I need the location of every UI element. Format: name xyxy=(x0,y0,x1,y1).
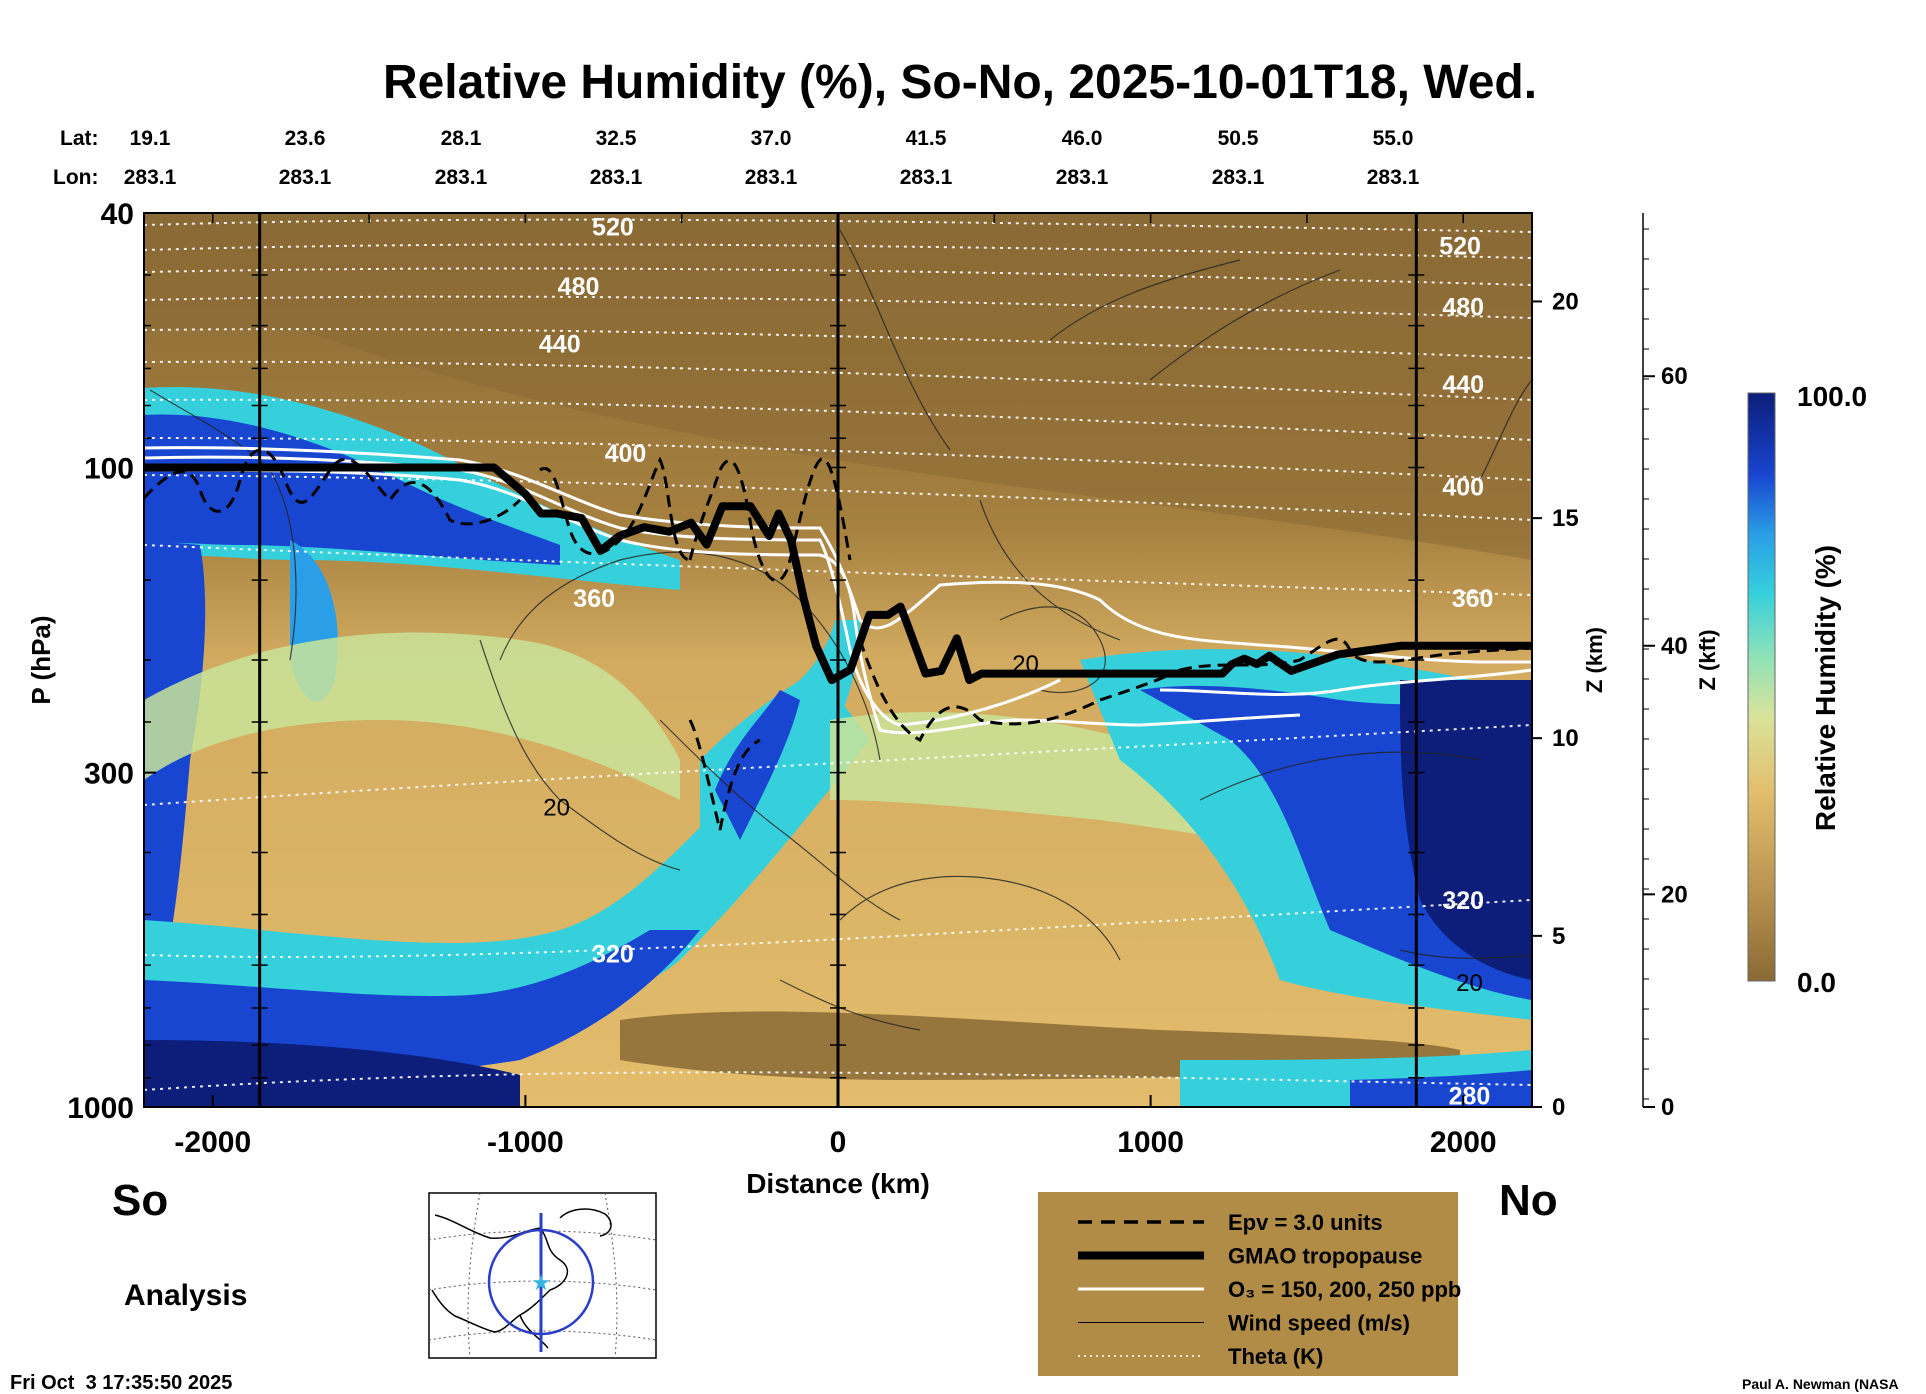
latitude-value: 28.1 xyxy=(441,127,482,150)
longitude-value: 283.1 xyxy=(1212,166,1265,189)
latitude-value: 32.5 xyxy=(596,127,637,150)
distance-tick-label: 1000 xyxy=(1117,1126,1184,1159)
z-kft-tick-label: 60 xyxy=(1661,363,1688,390)
z-kft-tick-label: 40 xyxy=(1661,633,1688,660)
distance-tick-label: 0 xyxy=(830,1126,847,1159)
z-kft-axis: 0 20 40 60 xyxy=(1642,213,1688,1121)
theta-label: 320 xyxy=(1442,887,1484,915)
latitude-labels: 19.1 23.6 28.1 32.5 37.0 41.5 46.0 50.5 55.0 xyxy=(130,127,1414,150)
wind-speed-label: 20 xyxy=(1456,970,1483,997)
z-km-tick-label: 0 xyxy=(1552,1094,1565,1121)
credit: Paul A. Newman (NASA xyxy=(1742,1376,1899,1392)
latitude-value: 37.0 xyxy=(751,127,792,150)
distance-tick-label: -2000 xyxy=(174,1126,251,1159)
latitude-value: 23.6 xyxy=(285,127,326,150)
lat-label: Lat: xyxy=(60,127,99,150)
z-kft-tick-label: 20 xyxy=(1661,881,1688,908)
chart-title: Relative Humidity (%), So-No, 2025-10-01… xyxy=(383,56,1537,109)
colorbar-label: Relative Humidity (%) xyxy=(1810,545,1841,831)
y-axis-label: P (hPa) xyxy=(26,615,56,704)
theta-label: 520 xyxy=(592,214,634,242)
z-kft-tick-label: 0 xyxy=(1661,1094,1674,1121)
reference-verticals xyxy=(251,213,1425,1107)
theta-labels: 520 480 440 400 360 320 520 480 440 400 360 320 280 xyxy=(539,214,1494,1111)
south-label: So xyxy=(112,1176,168,1225)
theta-label: 400 xyxy=(605,440,647,468)
pressure-tick-label: 1000 xyxy=(67,1092,134,1125)
longitude-value: 283.1 xyxy=(279,166,332,189)
central-moist-core xyxy=(715,690,800,840)
theta-label: 360 xyxy=(1452,585,1494,613)
distance-tick-label: -1000 xyxy=(487,1126,564,1159)
north-label: No xyxy=(1499,1176,1558,1225)
legend-label: Epv = 3.0 units xyxy=(1228,1210,1383,1235)
theta-label: 280 xyxy=(1449,1083,1491,1111)
analysis-label: Analysis xyxy=(124,1279,247,1312)
pressure-axis: 40 100 300 1000 xyxy=(67,198,156,1125)
z-km-tick-label: 20 xyxy=(1552,288,1579,315)
z-km-axis: 0 5 10 15 20 xyxy=(1532,288,1579,1121)
latitude-value: 19.1 xyxy=(130,127,171,150)
longitude-value: 283.1 xyxy=(900,166,953,189)
theta-label: 480 xyxy=(1442,293,1484,321)
longitude-labels: 283.1 283.1 283.1 283.1 283.1 283.1 283.1 283.1… xyxy=(124,166,1420,189)
theta-label: 360 xyxy=(573,585,615,613)
theta-label: 440 xyxy=(1442,371,1484,399)
theta-isentropes xyxy=(144,218,1532,1091)
x-axis-label: Distance (km) xyxy=(746,1168,930,1199)
z-km-tick-label: 10 xyxy=(1552,725,1579,752)
latitude-value: 50.5 xyxy=(1218,127,1259,150)
surface-humid-strip-2 xyxy=(1350,1070,1532,1107)
z-km-tick-label: 5 xyxy=(1552,923,1565,950)
legend-label: Theta (K) xyxy=(1228,1344,1323,1369)
theta-label: 400 xyxy=(1442,473,1484,501)
timestamp: Fri Oct 3 17:35:50 2025 xyxy=(10,1372,232,1394)
center-star-icon: ★ xyxy=(531,1270,551,1295)
theta-label: 440 xyxy=(539,331,581,359)
latitude-value: 41.5 xyxy=(906,127,947,150)
colorbar xyxy=(1747,392,1776,982)
longitude-value: 283.1 xyxy=(1056,166,1109,189)
z-kft-axis-label: Z (kft) xyxy=(1695,629,1720,690)
longitude-value: 283.1 xyxy=(590,166,643,189)
z-km-tick-label: 15 xyxy=(1552,505,1579,532)
tropopause-line xyxy=(144,463,1532,685)
legend-label: O₃ = 150, 200, 250 ppb xyxy=(1228,1277,1461,1302)
upper-humid-core xyxy=(144,414,560,565)
latitude-value: 46.0 xyxy=(1062,127,1103,150)
longitude-value: 283.1 xyxy=(745,166,798,189)
boundary-layer-wet xyxy=(144,1040,520,1107)
legend: Epv = 3.0 units GMAO tropopause O₃ = 150, … xyxy=(1038,1192,1461,1376)
tropical-green-band xyxy=(144,632,680,800)
longitude-value: 283.1 xyxy=(435,166,488,189)
distance-axis: -2000 -1000 0 1000 2000 xyxy=(174,213,1497,1159)
colorbar-max-label: 100.0 xyxy=(1797,381,1867,412)
wind-speed-label: 20 xyxy=(1012,651,1039,678)
pressure-tick-label: 300 xyxy=(84,758,134,791)
latitude-value: 55.0 xyxy=(1373,127,1414,150)
legend-label: Wind speed (m/s) xyxy=(1228,1311,1410,1336)
lon-label: Lon: xyxy=(53,166,98,189)
longitude-value: 283.1 xyxy=(1367,166,1420,189)
distance-tick-label: 2000 xyxy=(1430,1126,1497,1159)
legend-label: GMAO tropopause xyxy=(1228,1244,1422,1269)
plot-area: 520480440400360320520480440400360320280 … xyxy=(144,213,1532,1111)
central-moist-tongue xyxy=(700,620,860,920)
theta-label: 520 xyxy=(1439,233,1481,261)
pressure-tick-label: 40 xyxy=(101,198,134,231)
inset-map: ★ xyxy=(428,1192,657,1359)
theta-label: 320 xyxy=(592,940,634,968)
theta-label: 480 xyxy=(558,273,600,301)
pressure-tick-label: 100 xyxy=(84,452,134,485)
longitude-value: 283.1 xyxy=(124,166,177,189)
colorbar-min-label: 0.0 xyxy=(1797,967,1836,998)
wind-labels: 20 20 20 xyxy=(543,651,1483,997)
lower-blue-layer xyxy=(144,930,700,1080)
wind-speed-label: 20 xyxy=(543,794,570,821)
z-km-axis-label: Z (km) xyxy=(1582,627,1607,693)
